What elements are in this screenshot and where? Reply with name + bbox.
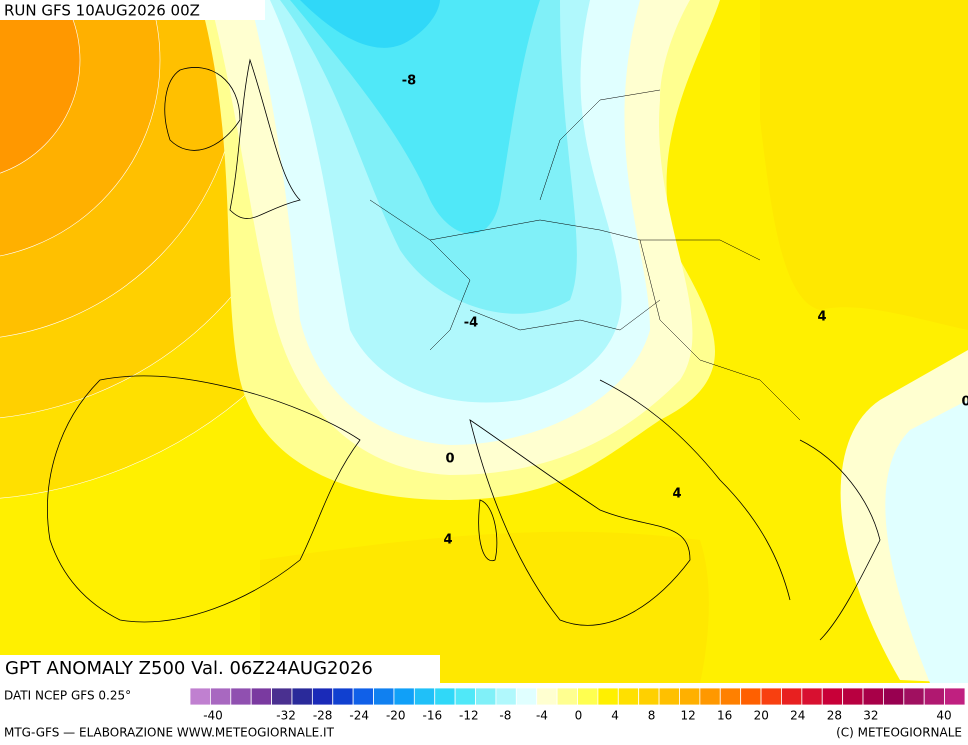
color-swatch bbox=[658, 687, 680, 706]
color-swatch bbox=[495, 687, 517, 706]
colorbar-tick-label: -28 bbox=[313, 709, 333, 723]
colorbar-tick-label: 16 bbox=[717, 709, 732, 723]
color-swatch bbox=[883, 687, 905, 706]
contour-label: 4 bbox=[443, 533, 452, 548]
colorbar-tick-label: -8 bbox=[499, 709, 511, 723]
color-swatch bbox=[434, 687, 456, 706]
contour-label: 0 bbox=[445, 452, 454, 467]
header-box bbox=[0, 0, 265, 20]
color-swatch bbox=[617, 687, 640, 706]
title-box bbox=[0, 655, 440, 683]
color-swatch bbox=[332, 687, 354, 706]
color-swatch bbox=[209, 687, 232, 706]
contour-label: 0 bbox=[961, 395, 968, 410]
colorbar-tick-label: -12 bbox=[459, 709, 479, 723]
map-title: GPT ANOMALY Z500 Val. 06Z24AUG2026 bbox=[5, 658, 373, 679]
color-swatch bbox=[862, 687, 884, 706]
color-swatch bbox=[556, 687, 578, 706]
color-swatch bbox=[944, 687, 966, 706]
color-swatch bbox=[719, 687, 742, 706]
color-swatch bbox=[699, 687, 721, 706]
color-swatch bbox=[679, 687, 701, 706]
map-field bbox=[0, 0, 968, 683]
color-swatch bbox=[271, 687, 293, 706]
color-swatch bbox=[760, 687, 782, 706]
footer-right: (C) METEOGIORNALE bbox=[836, 726, 962, 740]
colorbar-tick-label: -40 bbox=[203, 709, 223, 723]
color-swatch bbox=[740, 687, 762, 706]
contour-label: -4 bbox=[464, 316, 478, 331]
color-swatch bbox=[923, 687, 946, 706]
color-swatch bbox=[250, 687, 272, 706]
color-swatch bbox=[577, 687, 599, 706]
colorbar-tick-label: -20 bbox=[386, 709, 406, 723]
colorbar-tick-label: -16 bbox=[422, 709, 442, 723]
coastlines bbox=[47, 58, 881, 641]
color-swatch bbox=[393, 687, 415, 706]
colorbar-tick-label: -32 bbox=[276, 709, 296, 723]
colorbar-tick-label: 24 bbox=[790, 709, 805, 723]
color-swatch bbox=[352, 687, 374, 706]
colorbar-tick-label: -4 bbox=[536, 709, 548, 723]
color-swatch bbox=[903, 687, 925, 706]
contour-label: 4 bbox=[817, 310, 826, 325]
color-swatch bbox=[230, 687, 252, 706]
colorbar-tick-label: 20 bbox=[754, 709, 769, 723]
color-swatch bbox=[842, 687, 864, 706]
colorbar-tick-label: 8 bbox=[648, 709, 656, 723]
colorbar-tick-label: -24 bbox=[349, 709, 369, 723]
contour-label: 4 bbox=[672, 487, 681, 502]
colorbar-tick-label: 40 bbox=[936, 709, 951, 723]
colorbar-tick-label: 0 bbox=[575, 709, 583, 723]
color-swatch bbox=[475, 687, 497, 706]
country-borders bbox=[369, 89, 801, 421]
color-swatch bbox=[373, 687, 395, 706]
color-swatch bbox=[801, 687, 823, 706]
color-swatch bbox=[821, 687, 844, 706]
color-swatch bbox=[291, 687, 313, 706]
footer-left: MTG-GFS — ELABORAZIONE WWW.METEOGIORNALE… bbox=[4, 726, 335, 740]
contour-label: -8 bbox=[402, 74, 416, 89]
color-swatch bbox=[597, 687, 619, 706]
source-label: DATI NCEP GFS 0.25° bbox=[4, 689, 131, 703]
color-swatch bbox=[638, 687, 660, 706]
color-swatch bbox=[781, 687, 803, 706]
color-swatch bbox=[413, 687, 436, 706]
run-label: RUN GFS 10AUG2026 00Z bbox=[4, 2, 200, 20]
colorbar-tick-label: 4 bbox=[611, 709, 619, 723]
color-swatch bbox=[454, 687, 476, 706]
color-swatch bbox=[189, 687, 211, 706]
color-swatch bbox=[536, 687, 558, 706]
color-swatch bbox=[311, 687, 334, 706]
colorbar-tick-label: 32 bbox=[863, 709, 878, 723]
colorbar-tick-label: 28 bbox=[827, 709, 842, 723]
colorbar-tick-label: 12 bbox=[681, 709, 696, 723]
color-swatch bbox=[515, 687, 538, 706]
